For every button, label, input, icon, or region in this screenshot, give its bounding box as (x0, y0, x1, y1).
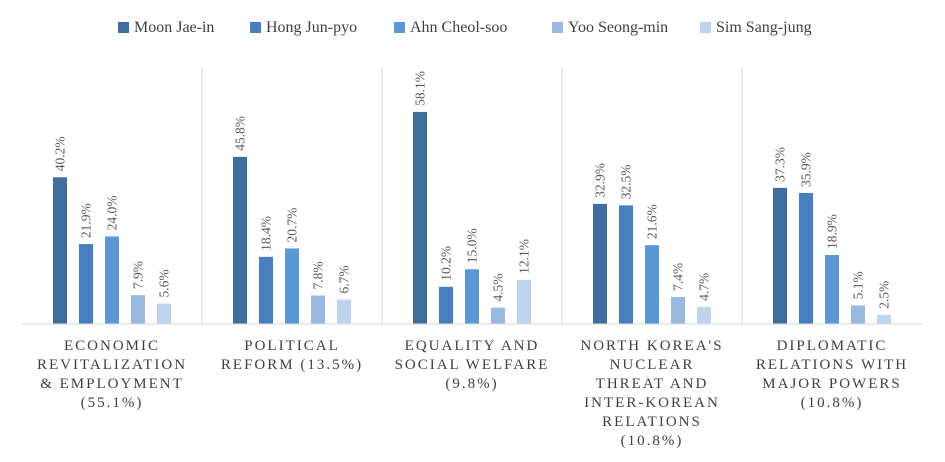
bar (517, 279, 531, 324)
legend-swatch (552, 22, 563, 33)
legend-swatch (700, 22, 711, 33)
legend-swatch (250, 22, 261, 33)
category-label-line: & EMPLOYMENT (40, 376, 184, 392)
bar (53, 177, 67, 324)
bar-value-label: 21.6% (645, 204, 660, 239)
bar (439, 286, 453, 324)
bar (825, 255, 839, 324)
bar (671, 296, 685, 324)
bar (645, 245, 659, 324)
bar-value-label: 18.9% (825, 214, 840, 249)
category-labels: ECONOMIC REVITALIZATION & EMPLOYMENT (55.1%… (37, 338, 908, 449)
bar-value-label: 45.8% (233, 116, 248, 151)
category-label-line: (55.1%) (81, 395, 144, 411)
category-label-line: RELATIONS WITH (756, 357, 908, 373)
bar-value-label: 7.8% (311, 261, 326, 289)
category-label-line: NUCLEAR (610, 357, 695, 373)
bar (157, 303, 171, 324)
legend-label: Hong Jun-pyo (266, 19, 357, 36)
bar (233, 156, 247, 324)
category-label-line: MAJOR POWERS (762, 376, 901, 392)
bar-value-label: 7.9% (131, 261, 146, 289)
bar-value-label: 58.1% (413, 71, 428, 106)
bar-value-label: 12.1% (517, 239, 532, 274)
bar-value-label: 21.9% (79, 203, 94, 238)
bar-value-label: 4.7% (697, 273, 712, 301)
category-label-line: REFORM (13.5%) (221, 357, 363, 373)
bar-value-label: 15.0% (465, 228, 480, 263)
bar (799, 192, 813, 324)
bar-value-label: 32.9% (593, 163, 608, 198)
bar (413, 111, 427, 324)
legend-label: Yoo Seong-min (568, 19, 668, 36)
bar (593, 203, 607, 324)
category-label-line: SOCIAL WELFARE (395, 357, 550, 373)
bar-value-label: 20.7% (285, 208, 300, 243)
bar-value-label: 37.3% (773, 147, 788, 182)
bar (311, 295, 325, 324)
bar-value-label: 5.1% (851, 271, 866, 299)
category-label-line: POLITICAL (244, 338, 340, 354)
bar (491, 307, 505, 324)
bar-labels: 40.2% 21.9% 24.0% 7.9% 5.6% 45.8% 18.4% 20.7% 7.… (53, 71, 892, 309)
category-label-line: (10.8%) (621, 433, 684, 449)
bar-value-label: 35.9% (799, 152, 814, 187)
legend-label: Moon Jae-in (134, 19, 214, 36)
bar (697, 306, 711, 324)
bar (131, 295, 145, 324)
category-label-line: RELATIONS (602, 414, 702, 430)
bar-value-label: 10.2% (439, 246, 454, 281)
bar-value-label: 5.6% (157, 269, 172, 297)
bar (285, 248, 299, 324)
legend-label: Sim Sang-jung (716, 19, 812, 36)
bar (773, 187, 787, 324)
category-label-line: DIPLOMATIC (777, 338, 888, 354)
category-label-line: THREAT AND (596, 376, 709, 392)
bar-value-label: 4.5% (491, 273, 506, 301)
category-label-line: ECONOMIC (64, 338, 160, 354)
legend-label: Ahn Cheol-soo (410, 19, 507, 36)
bars (53, 111, 891, 324)
category-label-line: REVITALIZATION (37, 357, 187, 373)
legend-swatch (394, 22, 405, 33)
bar (79, 244, 93, 324)
category-label-line: INTER-KOREAN (584, 395, 720, 411)
bar (619, 205, 633, 324)
bar-value-label: 32.5% (619, 165, 634, 200)
category-separators (201, 68, 743, 324)
bar-value-label: 6.7% (337, 265, 352, 293)
legend: Moon Jae-in Hong Jun-pyo Ahn Cheol-soo Yoo … (118, 19, 812, 36)
bar (259, 256, 273, 324)
bar-value-label: 18.4% (259, 216, 274, 251)
bar (851, 305, 865, 324)
bar (465, 269, 479, 324)
category-label-line: (9.8%) (445, 376, 498, 392)
bar-value-label: 40.2% (53, 136, 68, 171)
bar-value-label: 24.0% (105, 196, 120, 231)
category-label-line: NORTH KOREA'S (580, 338, 723, 354)
category-label-line: EQUALITY AND (405, 338, 540, 354)
legend-swatch (118, 22, 129, 33)
category-label-line: (10.8%) (801, 395, 864, 411)
bar (337, 299, 351, 324)
bar (105, 236, 119, 324)
bar-value-label: 2.5% (877, 281, 892, 309)
bar (877, 314, 891, 324)
bar-value-label: 7.4% (671, 263, 686, 291)
